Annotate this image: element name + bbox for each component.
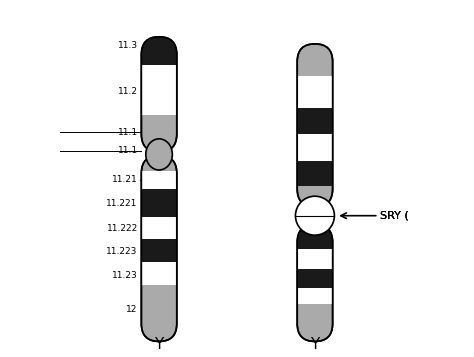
Bar (141, 189, 177, 217)
Bar (141, 65, 177, 115)
Text: 11.21: 11.21 (112, 175, 138, 184)
Text: 11.23: 11.23 (112, 271, 138, 280)
Bar (297, 108, 333, 134)
Text: 11.1: 11.1 (118, 146, 138, 155)
FancyBboxPatch shape (141, 37, 177, 152)
Text: SRY (: SRY ( (381, 211, 409, 221)
Bar (141, 217, 177, 239)
Text: Y: Y (155, 337, 164, 352)
Text: 11.221: 11.221 (107, 199, 138, 208)
Bar (297, 161, 333, 186)
Bar (297, 249, 333, 269)
Bar (297, 269, 333, 288)
FancyBboxPatch shape (297, 225, 333, 341)
Text: 12: 12 (127, 305, 138, 314)
Text: SRY (: SRY ( (381, 211, 409, 221)
Bar (297, 288, 333, 304)
Text: 11.3: 11.3 (118, 41, 138, 50)
Circle shape (295, 196, 335, 235)
Text: 11.223: 11.223 (107, 247, 138, 256)
Text: 11.1: 11.1 (118, 128, 138, 137)
Bar (297, 76, 333, 108)
Bar (141, 239, 177, 262)
Text: SRY (: SRY ( (381, 211, 409, 221)
FancyBboxPatch shape (141, 156, 177, 341)
Ellipse shape (146, 139, 173, 170)
Bar (141, 262, 177, 285)
Text: 11.2: 11.2 (118, 87, 138, 96)
Bar (141, 171, 177, 189)
Bar (297, 134, 333, 161)
Bar (141, 35, 177, 65)
Bar (297, 228, 333, 249)
Text: 11.222: 11.222 (107, 223, 138, 233)
Text: Y: Y (310, 337, 319, 352)
FancyBboxPatch shape (297, 44, 333, 207)
